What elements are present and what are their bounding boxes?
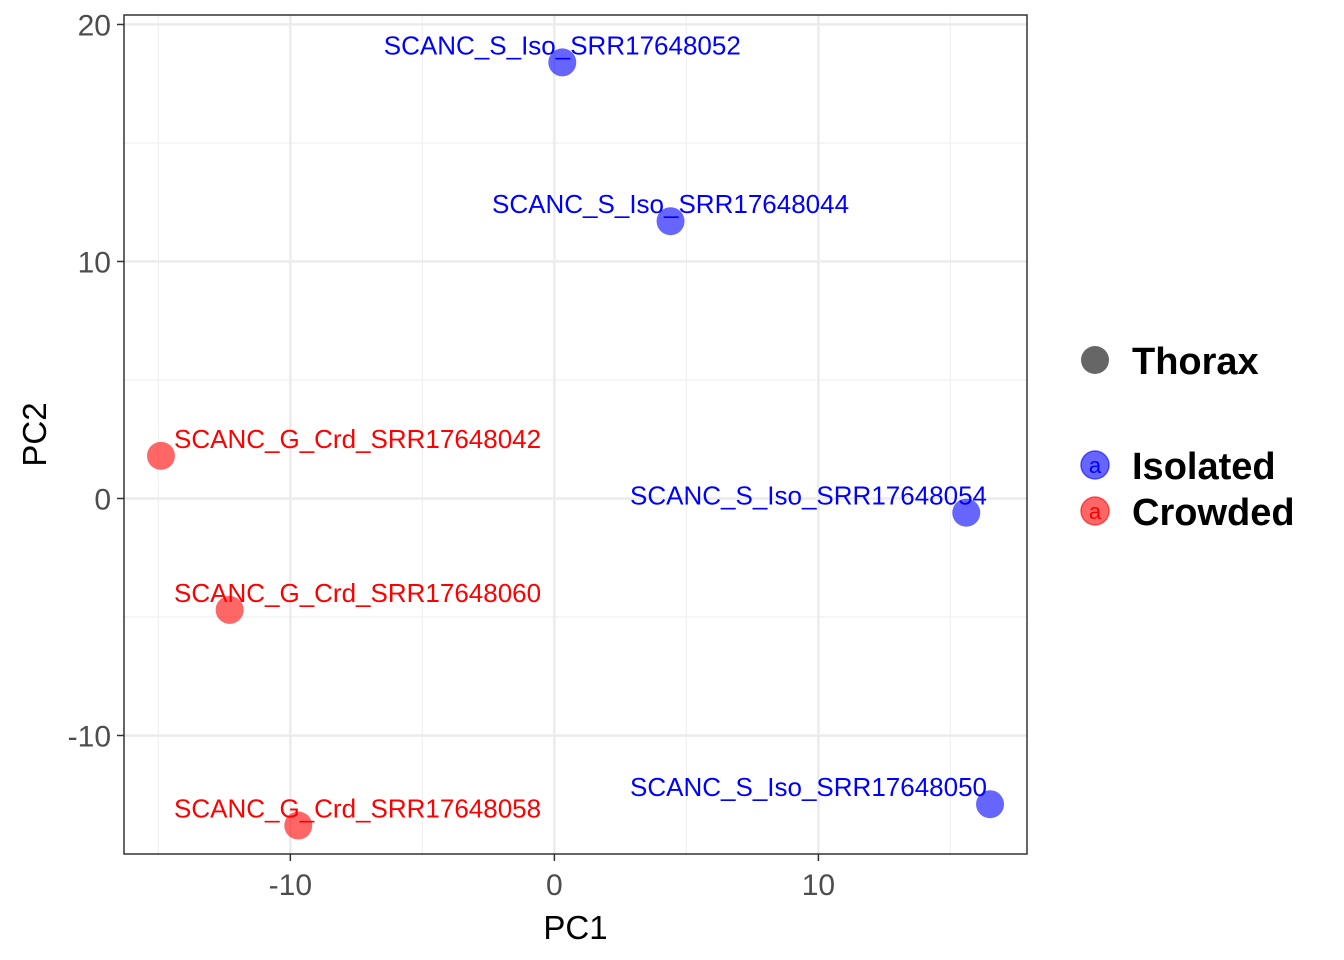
legend-label-crowded: Crowded: [1132, 492, 1295, 534]
point-label: SCANC_G_Crd_SRR17648058: [174, 794, 541, 824]
y-tick-label: 10: [78, 246, 111, 279]
data-points: [146, 48, 1005, 840]
point-labels: SCANC_S_Iso_SRR17648052 SCANC_S_Iso_SRR17…: [174, 30, 987, 823]
grid-minor: [124, 15, 1027, 854]
x-axis-ticks: -10 0 10: [269, 854, 835, 902]
y-axis-title: PC2: [16, 402, 53, 466]
data-point: [284, 811, 313, 840]
y-tick-label: 0: [94, 483, 111, 516]
legend-key-glyph: a: [1089, 453, 1102, 478]
legend: Thorax a Isolated a Crowded: [1080, 341, 1295, 534]
grid-major: [124, 15, 1027, 854]
legend-color-items: a Isolated a Crowded: [1080, 446, 1295, 534]
x-tick-label: -10: [269, 869, 312, 902]
point-label: SCANC_G_Crd_SRR17648042: [174, 424, 541, 454]
point-label: SCANC_S_Iso_SRR17648052: [384, 30, 741, 60]
x-axis-title: PC1: [543, 909, 607, 946]
data-point: [976, 790, 1005, 819]
point-label: SCANC_G_Crd_SRR17648060: [174, 578, 541, 608]
data-point: [548, 48, 577, 77]
data-point: [656, 207, 685, 236]
point-label: SCANC_S_Iso_SRR17648054: [630, 481, 987, 511]
legend-key-crowded: [1080, 496, 1110, 526]
data-point: [146, 441, 175, 470]
point-label: SCANC_S_Iso_SRR17648044: [492, 189, 849, 219]
legend-key-glyph: a: [1089, 499, 1102, 524]
data-point: [215, 595, 244, 624]
x-tick-label: 0: [546, 869, 563, 902]
data-point: [952, 498, 981, 527]
legend-key-isolated: [1080, 450, 1110, 480]
y-tick-label: -10: [68, 720, 111, 753]
legend-shape-key: [1081, 346, 1109, 374]
legend-label-isolated: Isolated: [1132, 446, 1276, 488]
x-tick-label: 10: [802, 869, 835, 902]
point-label: SCANC_S_Iso_SRR17648050: [630, 772, 987, 802]
y-axis-ticks: -10 0 10 20: [68, 9, 124, 753]
legend-shape-title: Thorax: [1132, 341, 1259, 383]
panel-border: [123, 14, 1028, 855]
y-tick-label: 20: [78, 9, 111, 42]
